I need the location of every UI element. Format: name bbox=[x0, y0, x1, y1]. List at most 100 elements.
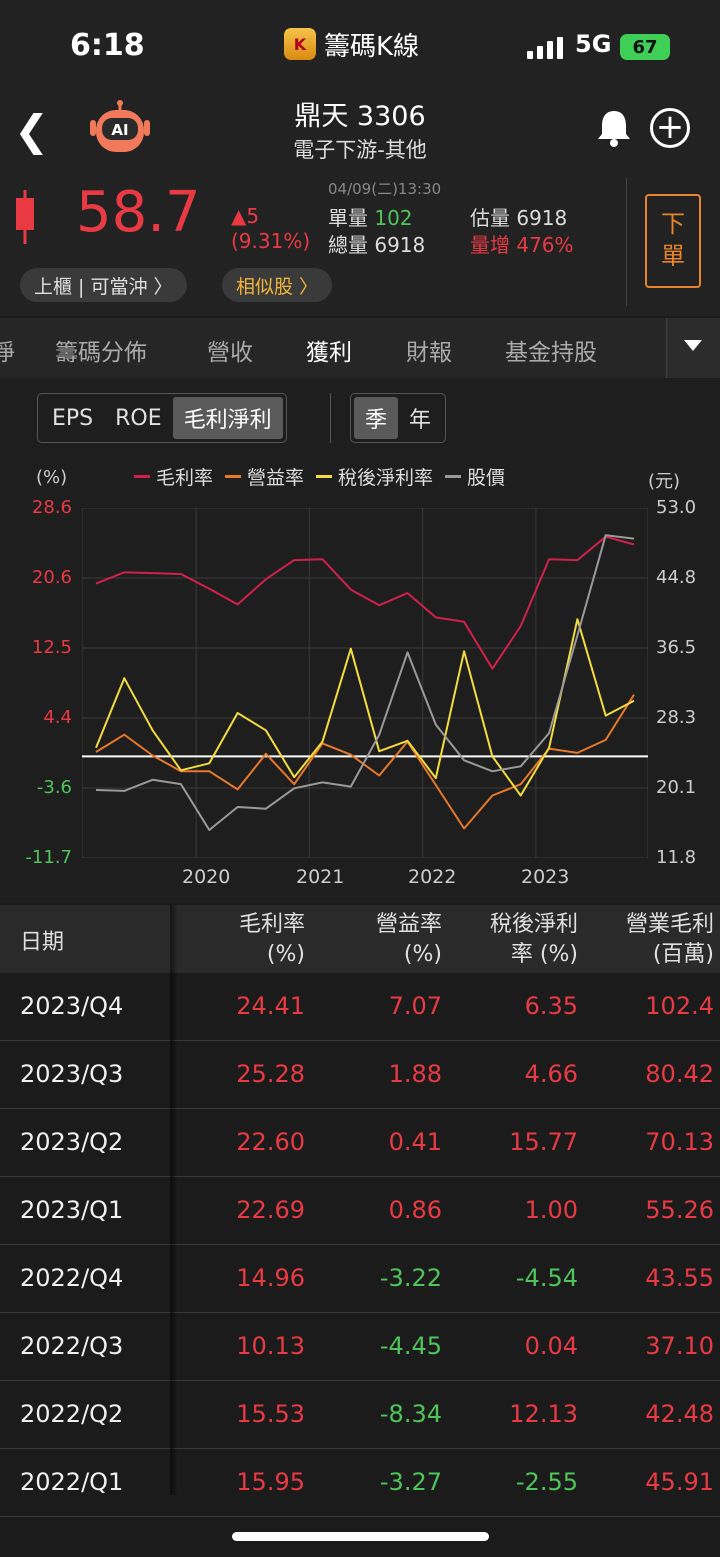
network-label: 5G bbox=[575, 30, 612, 58]
total-volume-value: 6918 bbox=[374, 233, 426, 257]
candlestick-icon bbox=[16, 190, 34, 244]
legend-net-margin: 稅後淨利率 bbox=[316, 463, 433, 490]
cell-net-margin: -2.55 bbox=[515, 1468, 578, 1496]
status-app: K 籌碼K線 bbox=[284, 26, 419, 62]
section-tabs bbox=[0, 318, 720, 378]
table-header bbox=[0, 905, 720, 973]
cell-date: 2023/Q3 bbox=[20, 1060, 124, 1088]
cell-operating-margin: 7.07 bbox=[388, 992, 442, 1020]
cell-net-margin: 12.13 bbox=[509, 1400, 578, 1428]
bell-icon[interactable] bbox=[594, 108, 634, 148]
similar-stocks-pill[interactable]: 相似股 〉 bbox=[222, 268, 333, 302]
cell-operating-margin: 0.86 bbox=[388, 1196, 442, 1224]
table-row[interactable] bbox=[0, 1313, 720, 1381]
header-line: 稅後淨利 bbox=[489, 912, 578, 937]
cell-gross-profit: 102.4 bbox=[645, 992, 714, 1020]
series-line-3 bbox=[95, 534, 635, 831]
header-operating-margin: 營益率 (%) bbox=[330, 910, 442, 970]
cell-date: 2023/Q4 bbox=[20, 992, 124, 1020]
table-row[interactable] bbox=[0, 1381, 720, 1449]
cell-date: 2022/Q2 bbox=[20, 1400, 124, 1428]
table-row[interactable] bbox=[0, 973, 720, 1041]
cell-net-margin: -4.54 bbox=[515, 1264, 578, 1292]
cell-date: 2023/Q2 bbox=[20, 1128, 124, 1156]
cell-operating-margin: 1.88 bbox=[388, 1060, 442, 1088]
volume-increase-value: 476% bbox=[516, 233, 574, 257]
tab-fund-holdings[interactable]: 基金持股 bbox=[505, 340, 597, 366]
cell-gross-margin: 10.13 bbox=[236, 1332, 305, 1360]
volume-increase-label: 量增 bbox=[470, 233, 510, 257]
cell-gross-profit: 80.42 bbox=[645, 1060, 714, 1088]
tab-financials[interactable]: 財報 bbox=[406, 340, 452, 366]
cell-gross-margin: 22.60 bbox=[236, 1128, 305, 1156]
cell-operating-margin: -8.34 bbox=[379, 1400, 442, 1428]
period-year[interactable]: 年 bbox=[409, 408, 432, 433]
ai-robot-icon[interactable]: AI bbox=[88, 100, 152, 154]
header-line: (百萬) bbox=[652, 942, 714, 967]
add-watchlist-icon[interactable]: + bbox=[650, 108, 690, 148]
cell-gross-profit: 37.10 bbox=[645, 1332, 714, 1360]
order-label-1: 下 bbox=[661, 210, 685, 238]
tab-profit[interactable]: 獲利 bbox=[306, 340, 352, 366]
place-order-button[interactable]: 下 單 bbox=[645, 194, 701, 288]
header-date: 日期 bbox=[20, 930, 65, 955]
header-line: 率 (%) bbox=[510, 942, 578, 967]
cell-gross-profit: 42.48 bbox=[645, 1400, 714, 1428]
order-label-2: 單 bbox=[661, 242, 685, 270]
header-line: 營益率 bbox=[375, 912, 442, 937]
legend-label: 股價 bbox=[467, 467, 506, 489]
cell-gross-profit: 70.13 bbox=[645, 1128, 714, 1156]
chart-legend: 毛利率 營益率 稅後淨利率 股價 bbox=[134, 463, 505, 490]
table-row[interactable] bbox=[0, 1245, 720, 1313]
tab-revenue[interactable]: 營收 bbox=[207, 340, 253, 366]
single-volume-value: 102 bbox=[374, 206, 413, 230]
tab-partial[interactable]: 淨 bbox=[0, 340, 15, 366]
price-change-pct: (9.31%) bbox=[231, 229, 311, 253]
cell-operating-margin: 0.41 bbox=[388, 1128, 442, 1156]
home-indicator[interactable] bbox=[232, 1532, 489, 1541]
cell-gross-margin: 25.28 bbox=[236, 1060, 305, 1088]
right-tick: 53.0 bbox=[656, 497, 697, 518]
estimated-volume: 估量 6918 bbox=[470, 202, 567, 231]
volume-increase: 量增 476% bbox=[470, 229, 574, 258]
single-volume-label: 單量 bbox=[328, 206, 368, 230]
estimated-volume-label: 估量 bbox=[470, 206, 510, 230]
right-tick: 28.3 bbox=[656, 707, 697, 728]
status-app-name: 籌碼K線 bbox=[324, 31, 420, 62]
quote-timestamp: 04/09(二)13:30 bbox=[328, 180, 442, 198]
header-gross-profit: 營業毛利 (百萬) bbox=[596, 910, 714, 970]
battery-icon: 67 bbox=[620, 34, 670, 60]
metric-margin[interactable]: 毛利淨利 bbox=[172, 397, 283, 439]
total-volume: 總量 6918 bbox=[328, 229, 425, 258]
cell-net-margin: 0.04 bbox=[524, 1332, 578, 1360]
table-row[interactable] bbox=[0, 1177, 720, 1245]
chevron-down-icon bbox=[684, 340, 702, 351]
table-row[interactable] bbox=[0, 1041, 720, 1109]
back-icon[interactable]: ❮ bbox=[14, 106, 50, 155]
status-time: 6:18 bbox=[70, 28, 145, 63]
cell-net-margin: 4.66 bbox=[524, 1060, 578, 1088]
cell-operating-margin: -3.22 bbox=[379, 1264, 442, 1292]
header-line: (%) bbox=[266, 942, 305, 967]
right-tick: 11.8 bbox=[656, 847, 697, 868]
table-row[interactable] bbox=[0, 1449, 720, 1517]
right-tick: 44.8 bbox=[656, 567, 697, 588]
x-tick: 2020 bbox=[182, 866, 231, 888]
stock-category: 電子下游-其他 bbox=[293, 138, 427, 162]
cell-date: 2023/Q1 bbox=[20, 1196, 124, 1224]
right-tick: 20.1 bbox=[656, 777, 697, 798]
market-info-pill[interactable]: 上櫃 | 可當沖 〉 bbox=[20, 268, 187, 302]
tab-chip-distribution[interactable]: 籌碼分佈 bbox=[55, 340, 147, 366]
right-tick: 36.5 bbox=[656, 637, 697, 658]
period-quarter[interactable]: 季 bbox=[354, 397, 399, 439]
table-row[interactable] bbox=[0, 1109, 720, 1177]
estimated-volume-value: 6918 bbox=[516, 206, 568, 230]
cell-gross-margin: 22.69 bbox=[236, 1196, 305, 1224]
left-tick: -11.7 bbox=[25, 847, 72, 868]
cell-operating-margin: -3.27 bbox=[379, 1468, 442, 1496]
metric-roe[interactable]: ROE bbox=[115, 405, 162, 431]
cell-gross-profit: 43.55 bbox=[645, 1264, 714, 1292]
header-line: 營業毛利 bbox=[625, 912, 714, 937]
metric-eps[interactable]: EPS bbox=[52, 405, 94, 431]
quote-divider bbox=[626, 178, 627, 306]
